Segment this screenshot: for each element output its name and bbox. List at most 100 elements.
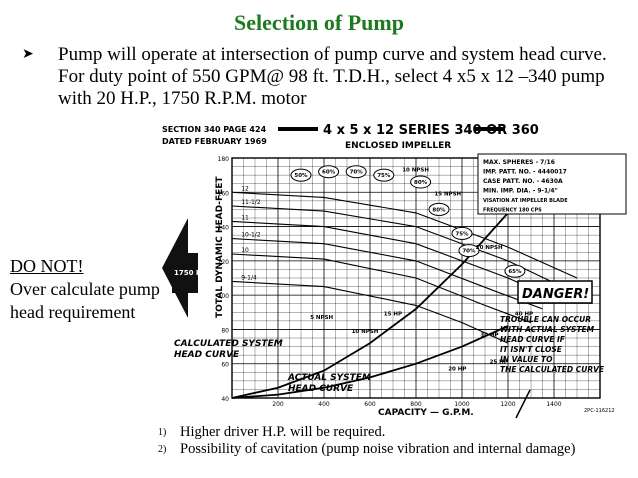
efficiency-marker [504,264,526,278]
actual-line: HEAD CURVE [288,384,354,394]
actual-line: ACTUAL SYSTEM [287,373,371,383]
trouble-line: THE CALCULATED CURVE [500,365,605,374]
efficiency-label: 80% [414,180,428,186]
note-number: 2) [158,444,167,455]
efficiency-marker [290,168,312,182]
efficiency-marker [458,244,480,258]
trouble-line: TROUBLE CAN OCCUR [500,315,591,324]
efficiency-label: 75% [455,231,469,237]
y-axis-label: TOTAL DYNAMIC HEAD-FEET [215,176,225,318]
section-line: SECTION 340 PAGE 424 [162,125,267,134]
impeller-curve [231,253,532,324]
trouble-line: IN VALUE TO [500,355,553,364]
npsh-label: 10 NPSH [352,329,379,335]
y-tick-label: 180 [218,156,230,163]
x-tick-label: 200 [272,401,284,408]
system-head-curve [231,325,509,399]
hp-label: 15 HP [384,312,402,318]
plot-ticks: 40 60 80 100 120 140 160 180 200 400 600 800 1000 120… [218,156,562,408]
efficiency-label: 70% [462,249,476,255]
npsh-label: 15 NPSH [434,192,461,198]
y-tick-label: 160 [218,190,230,197]
slide-title: Selection of Pump [234,10,404,35]
efficiency-marker [318,165,340,179]
impeller-label: 10-1/2 [241,232,261,239]
calculated-line: HEAD CURVE [174,350,240,360]
npsh-label: 10 NPSH [402,168,429,174]
series-title: 4 x 5 x 12 SERIES 340 OR 360 [323,123,539,138]
calculated-line: CALCULATED SYSTEM [174,339,283,349]
header-bar [278,127,318,131]
side-note-body: Over calculate pump head requirement [10,279,160,322]
rpm-badge-text: 1750 R.P.M. [174,269,220,277]
note-item-1: 1) Higher driver H.P. will be required. [158,424,618,441]
hp-label: 30 HP [480,332,498,338]
arrow-bullet-icon: ➤ [22,47,34,62]
chart-subtitle: ENCLOSED IMPELLER [345,141,451,151]
info-lines: MAX. SPHERES - 7/16 IMP. PATT. NO. - 4440… [483,159,568,214]
main-bullet: ➤ Pump will operate at intersection of p… [22,44,618,110]
y-tick-label: 100 [218,293,230,300]
y-tick-label: 140 [218,225,230,232]
efficiency-label: 65% [508,269,522,275]
npsh-label: 20 NPSH [476,245,503,251]
efficiency-marker [345,165,367,179]
hp-label: 40 HP [515,312,533,318]
trouble-line: HEAD CURVE IF [500,335,566,344]
trouble-line: WITH ACTUAL SYSTEM [500,325,595,334]
y-tick-label: 40 [221,396,229,403]
pump-curve-chart: SECTION 340 PAGE 424 DATED FEBRUARY 1969… [160,118,630,420]
note-text: Possibility of cavitation (pump noise vi… [180,441,576,457]
info-line: MIN. IMP. DIA. - 9-1/4" [483,188,558,195]
y-tick-label: 80 [221,327,229,334]
impeller-curve [231,191,578,279]
pump-curve-svg: SECTION 340 PAGE 424 DATED FEBRUARY 1969… [162,123,627,419]
chart-code: 2PC-116212 [584,408,615,414]
info-line: IMP. PATT. NO. - 4440017 [483,169,567,176]
hp-label: 20 HP [448,367,466,373]
x-axis-label: CAPACITY — G.P.M. [378,408,474,418]
info-line: CASE PATT. NO. - 4630A [483,178,563,185]
x-tick-label: 1000 [454,401,469,408]
header-bar-right [475,127,505,131]
info-box [477,153,627,215]
plot-frame [231,157,601,399]
efficiency-marker [373,168,395,182]
impeller-label: 11-1/2 [241,199,261,206]
impeller-label: 10 [241,247,249,254]
impeller-label: 9-1/4 [241,274,257,281]
plot-series [231,191,578,399]
trouble-arrow [515,389,531,419]
danger-box [517,280,593,304]
dated-line: DATED FEBRUARY 1969 [162,137,267,146]
impeller-curve [231,280,509,344]
x-tick-label: 600 [364,401,376,408]
y-tick-label: 60 [221,362,229,369]
bullet-text: Pump will operate at intersection of pum… [58,44,607,109]
x-tick-label: 800 [410,401,422,408]
impeller-curve [231,205,566,289]
danger-annotation: DANGER! [522,287,589,302]
plot-labels: 12 11-1/2 11 10-1/2 10 9-1/4 50% 60% 70% 75% 80% 80… [241,165,556,373]
impeller-label: 11 [241,214,249,221]
efficiency-marker [428,202,450,216]
side-note-heading: DO NOT! [10,256,84,276]
efficiency-marker [451,226,473,240]
hp-label: 25 HP [490,360,508,366]
efficiency-marker [410,175,432,189]
rpm-badge [172,253,198,293]
efficiency-label: 75% [377,173,391,179]
impeller-curve [231,238,543,310]
side-note: DO NOT! Over calculate pump head require… [10,255,160,324]
info-line: MAX. SPHERES - 7/16 [483,159,555,166]
note-number: 1) [158,427,167,438]
info-line: FREQUENCY 180 CPS [483,208,542,214]
notes-list: 1) Higher driver H.P. will be required. … [158,424,618,458]
impeller-label: 12 [241,185,249,192]
info-line: VISATION AT IMPELLER BLADE [483,198,568,204]
npsh-label: 5 NPSH [310,315,333,321]
efficiency-label: 50% [294,173,308,179]
efficiency-label: 70% [350,170,364,176]
